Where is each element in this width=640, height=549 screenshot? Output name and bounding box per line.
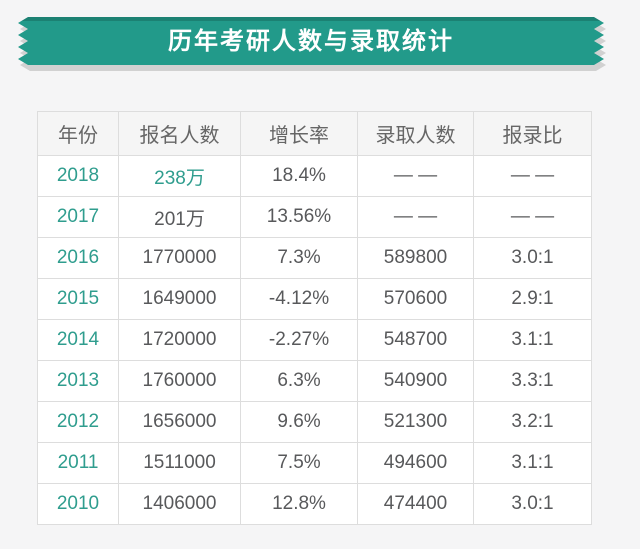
- table-row: 2018 238万 18.4% — — — —: [37, 155, 592, 197]
- table-body: 2018 238万 18.4% — — — —2017 201万 13.56% — — — —2…: [37, 155, 592, 525]
- title-ribbon: 历年考研人数与录取统计: [18, 17, 606, 71]
- year-cell: 2014: [37, 319, 119, 361]
- table-row: 2012 1656000 9.6% 521300 3.2:1: [37, 401, 592, 443]
- data-cell: 521300: [357, 401, 474, 443]
- table-row: 2017 201万 13.56% — — — —: [37, 196, 592, 238]
- data-cell: 474400: [357, 483, 474, 525]
- data-cell: 3.0:1: [473, 483, 592, 525]
- data-cell: 1656000: [118, 401, 241, 443]
- column-header: 报名人数: [118, 111, 241, 156]
- data-cell: 9.6%: [240, 401, 358, 443]
- table-row: 2016 1770000 7.3% 589800 3.0:1: [37, 237, 592, 279]
- year-cell: 2010: [37, 483, 119, 525]
- table-row: 2015 1649000 -4.12% 570600 2.9:1: [37, 278, 592, 320]
- data-cell: -4.12%: [240, 278, 358, 320]
- column-header: 报录比: [473, 111, 592, 156]
- data-cell: 238万: [118, 155, 241, 197]
- table-row: 2014 1720000 -2.27% 548700 3.1:1: [37, 319, 592, 361]
- data-cell: 540900: [357, 360, 474, 402]
- data-cell: 2.9:1: [473, 278, 592, 320]
- data-cell: 3.3:1: [473, 360, 592, 402]
- year-cell: 2012: [37, 401, 119, 443]
- data-cell: 7.5%: [240, 442, 358, 484]
- data-cell: 12.8%: [240, 483, 358, 525]
- data-cell: 3.0:1: [473, 237, 592, 279]
- data-cell: 494600: [357, 442, 474, 484]
- data-cell: 1720000: [118, 319, 241, 361]
- data-cell: 570600: [357, 278, 474, 320]
- data-cell: 7.3%: [240, 237, 358, 279]
- data-cell: 3.2:1: [473, 401, 592, 443]
- year-cell: 2018: [37, 155, 119, 197]
- data-cell: — —: [473, 155, 592, 197]
- year-cell: 2017: [37, 196, 119, 238]
- data-cell: 1649000: [118, 278, 241, 320]
- stats-table: 年份 报名人数 增长率 录取人数 报录比 2018 238万 18.4% — — — —2017…: [37, 111, 592, 525]
- page-title: 历年考研人数与录取统计: [168, 28, 454, 55]
- data-cell: 1770000: [118, 237, 241, 279]
- stats-table-container: 年份 报名人数 增长率 录取人数 报录比 2018 238万 18.4% — — — —2017…: [37, 111, 592, 525]
- data-cell: 18.4%: [240, 155, 358, 197]
- year-cell: 2015: [37, 278, 119, 320]
- data-cell: 589800: [357, 237, 474, 279]
- header-row: 年份 报名人数 增长率 录取人数 报录比: [37, 111, 592, 156]
- year-cell: 2011: [37, 442, 119, 484]
- column-header: 录取人数: [357, 111, 474, 156]
- data-cell: 201万: [118, 196, 241, 238]
- data-cell: — —: [357, 196, 474, 238]
- ribbon-banner: 历年考研人数与录取统计: [18, 17, 604, 65]
- year-cell: 2016: [37, 237, 119, 279]
- data-cell: 1760000: [118, 360, 241, 402]
- data-cell: 13.56%: [240, 196, 358, 238]
- column-header: 年份: [37, 111, 119, 156]
- data-cell: 3.1:1: [473, 319, 592, 361]
- data-cell: 1511000: [118, 442, 241, 484]
- table-row: 2010 1406000 12.8% 474400 3.0:1: [37, 483, 592, 525]
- data-cell: 548700: [357, 319, 474, 361]
- data-cell: 6.3%: [240, 360, 358, 402]
- data-cell: 3.1:1: [473, 442, 592, 484]
- data-cell: -2.27%: [240, 319, 358, 361]
- column-header: 增长率: [240, 111, 358, 156]
- table-row: 2011 1511000 7.5% 494600 3.1:1: [37, 442, 592, 484]
- data-cell: — —: [357, 155, 474, 197]
- data-cell: 1406000: [118, 483, 241, 525]
- year-cell: 2013: [37, 360, 119, 402]
- table-row: 2013 1760000 6.3% 540900 3.3:1: [37, 360, 592, 402]
- data-cell: — —: [473, 196, 592, 238]
